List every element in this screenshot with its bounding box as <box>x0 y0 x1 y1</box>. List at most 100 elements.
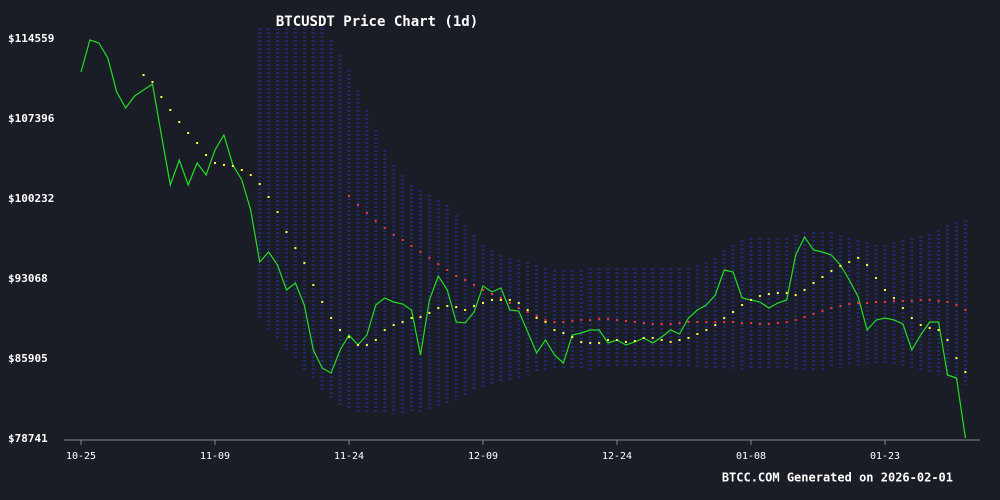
ma-dot <box>848 302 851 305</box>
x-tick-label: 11-09 <box>200 451 230 462</box>
ma-dot <box>401 239 404 242</box>
ma-dot <box>616 318 618 321</box>
ma-dot <box>624 340 627 343</box>
ma-dot <box>535 316 538 319</box>
ma-dot <box>312 283 315 286</box>
ma-dot <box>642 337 645 340</box>
ma-dot <box>348 195 350 198</box>
ma-dot <box>651 337 654 340</box>
ma-dot <box>526 309 529 312</box>
ma-dot <box>589 342 592 345</box>
ma-dot <box>553 329 556 332</box>
ma-dot <box>812 313 815 316</box>
ma-dot <box>607 318 610 321</box>
ma-dot <box>348 335 350 338</box>
ma-dot <box>776 291 779 294</box>
ma-dot <box>142 74 145 77</box>
x-tick-label: 01-08 <box>736 451 766 462</box>
ma-dot <box>517 307 520 310</box>
ma-dot <box>901 307 904 310</box>
ma-dot <box>374 219 377 222</box>
ma-dot <box>642 322 645 325</box>
ma-dot <box>758 294 761 297</box>
ma-dot <box>356 344 359 347</box>
ma-dot <box>750 322 752 325</box>
ma-dot <box>875 300 878 303</box>
ma-dot <box>696 320 699 323</box>
price-line <box>80 39 966 439</box>
ma-dot <box>812 282 815 285</box>
ma-dot <box>196 142 199 145</box>
ma-dot <box>633 320 636 323</box>
ma-dot <box>714 324 717 327</box>
x-tick-label: 12-09 <box>468 451 498 462</box>
ma-dot <box>901 300 904 303</box>
ma-dot <box>535 315 538 318</box>
ma-dot <box>231 164 234 167</box>
ma-dot <box>857 302 860 305</box>
y-tick-label: $78741 <box>8 432 48 445</box>
ma-dot <box>964 309 967 312</box>
ma-dot <box>446 305 449 308</box>
ma-dot <box>803 316 806 319</box>
y-tick-label: $114559 <box>8 32 54 45</box>
ma-dot <box>884 300 886 303</box>
ma-dot <box>276 210 279 213</box>
ma-dot <box>437 307 440 310</box>
ma-dot <box>482 289 484 292</box>
ma-dot <box>919 298 922 301</box>
ma-dot <box>401 320 404 323</box>
ma-dot <box>723 320 726 323</box>
ma-dot <box>830 269 833 272</box>
ma-dot <box>571 320 574 323</box>
ma-dot <box>946 338 949 341</box>
ma-dot <box>205 153 208 156</box>
ma-dot <box>866 302 869 305</box>
ma-dot <box>169 109 172 112</box>
ma-dot <box>794 294 797 297</box>
ma-dot <box>499 298 502 301</box>
ma-dot <box>687 320 690 323</box>
ma-dot <box>437 263 440 266</box>
ma-dot <box>490 298 493 301</box>
ma-dot <box>178 120 181 123</box>
ma-dot <box>374 338 377 341</box>
ma-dot <box>294 247 297 250</box>
ma-dot <box>544 320 547 323</box>
ma-dot <box>651 322 654 325</box>
ma-dot <box>776 322 779 325</box>
ma-dot <box>517 302 520 305</box>
ma-dot <box>767 322 770 325</box>
ma-dot <box>821 309 824 312</box>
ma-dot <box>580 340 583 343</box>
x-tick-label: 12-24 <box>602 451 632 462</box>
ma-dot <box>732 311 735 314</box>
ma-dot <box>428 257 431 260</box>
ma-dot <box>482 302 484 305</box>
ma-dot <box>839 305 842 308</box>
ma-dot <box>892 300 895 303</box>
ma-dot <box>383 226 386 229</box>
ma-dot <box>678 338 681 341</box>
ma-dot <box>339 329 342 332</box>
footer: BTCC.COM Generated on 2026-02-01 <box>722 471 953 485</box>
ma-dot <box>392 234 395 237</box>
ma-dot <box>964 370 967 373</box>
ma-dot <box>624 320 627 323</box>
ma-dot <box>955 304 958 307</box>
ma-dot <box>848 261 851 264</box>
ma-dot <box>937 300 940 303</box>
ma-dot <box>884 289 886 292</box>
ma-dot <box>669 340 672 343</box>
ma-dot <box>240 168 243 171</box>
ma-dot <box>446 269 449 272</box>
ma-dot <box>696 333 699 336</box>
ma-dot <box>598 342 601 345</box>
ma-dot <box>392 324 395 327</box>
ma-dot <box>875 276 878 279</box>
ma-dot <box>464 278 467 281</box>
ma-dot <box>839 265 842 268</box>
ma-dot <box>821 276 824 279</box>
